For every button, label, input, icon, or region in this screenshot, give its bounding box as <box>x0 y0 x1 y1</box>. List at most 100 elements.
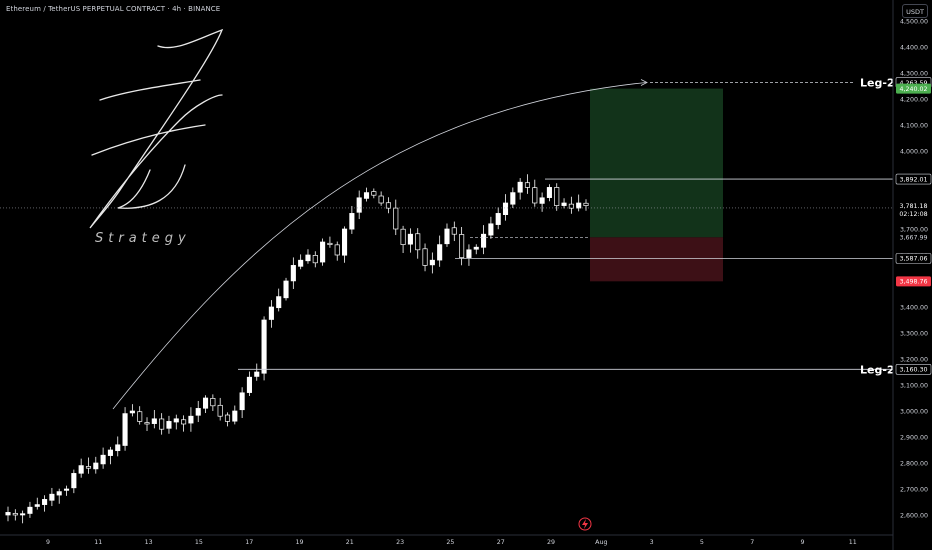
price-label-box-7 <box>896 276 931 287</box>
candle-body-62 <box>459 234 465 258</box>
candle-body-59 <box>437 244 443 261</box>
y-tick-label-14: 3,100.00 <box>900 383 928 390</box>
candle-body-49 <box>363 192 370 199</box>
currency-button[interactable]: USDT <box>902 4 928 18</box>
y-tick-label-3: 4,200.00 <box>900 97 928 104</box>
x-tick-label-14: 7 <box>750 539 754 546</box>
x-tick-label-8: 25 <box>446 539 454 546</box>
candle-body-5 <box>42 499 48 505</box>
candle-body-8 <box>63 488 70 491</box>
x-tick-label-6: 21 <box>346 539 354 546</box>
candle-body-22 <box>166 421 172 429</box>
y-tick-label-11: 3,400.00 <box>900 305 928 312</box>
y-tick-label-13: 3,200.00 <box>900 357 928 364</box>
candle-body-20 <box>151 418 157 424</box>
candle-body-24 <box>181 419 187 425</box>
candle-body-61 <box>451 227 457 235</box>
price-label-6: 3,587.06 <box>899 256 927 263</box>
candle-body-16 <box>122 413 128 446</box>
x-tick-label-12: 3 <box>650 539 654 546</box>
candle-body-25 <box>188 415 194 424</box>
price-label-box-8 <box>895 364 932 375</box>
annotations: Leg-2 Leg-2 <box>640 76 895 376</box>
candle-body-37 <box>276 296 282 309</box>
candle-body-26 <box>195 408 201 416</box>
candle-body-1 <box>12 513 18 516</box>
candle-body-44 <box>327 242 333 245</box>
x-tick-label-15: 9 <box>800 539 804 546</box>
price-label-4: 02:12:08 <box>899 211 927 218</box>
candle-body-27 <box>202 397 209 409</box>
x-tick-label-16: 11 <box>849 539 857 546</box>
x-tick-label-11: Aug <box>595 539 607 546</box>
candle-body-33 <box>246 376 252 393</box>
candle-body-77 <box>568 203 574 209</box>
price-label-box-1 <box>896 83 931 94</box>
candle-body-43 <box>320 241 326 263</box>
price-label-8: 3,160.30 <box>899 367 927 374</box>
lightning-icon[interactable] <box>578 517 592 531</box>
candle-body-73 <box>539 197 545 204</box>
y-tick-label-2: 4,300.00 <box>900 71 928 78</box>
y-tick-label-19: 2,600.00 <box>900 513 928 520</box>
loss-zone <box>590 237 723 282</box>
candle-body-41 <box>305 254 311 262</box>
position-zones <box>590 88 723 282</box>
candle-body-19 <box>144 422 150 425</box>
candle-body-32 <box>239 392 245 411</box>
price-label-5: 3,667.99 <box>899 235 927 242</box>
candle-body-3 <box>27 506 33 514</box>
candle-body-69 <box>510 192 516 205</box>
candle-body-14 <box>107 449 113 456</box>
candle-body-66 <box>488 223 494 236</box>
candle-body-10 <box>78 465 84 474</box>
candle-body-70 <box>517 181 523 193</box>
x-tick-label-9: 27 <box>497 539 505 546</box>
candle-body-30 <box>224 414 231 422</box>
candle-body-45 <box>334 244 340 256</box>
candle-body-75 <box>554 187 560 206</box>
candle-body-39 <box>290 265 296 282</box>
candle-body-65 <box>481 233 487 248</box>
candle-body-72 <box>532 187 538 204</box>
y-tick-label-1: 4,400.00 <box>900 45 928 52</box>
candle-body-79 <box>583 202 589 206</box>
y-tick-label-0: 4,500.00 <box>900 19 928 26</box>
price-label-2: 3,892.01 <box>899 176 927 183</box>
candle-body-35 <box>261 319 267 374</box>
horizontal-levels <box>0 82 893 370</box>
candle-body-58 <box>429 259 435 266</box>
candle-body-71 <box>524 182 531 188</box>
leg-label-0: Leg-2 <box>860 76 895 89</box>
x-tick-label-1: 11 <box>94 539 102 546</box>
y-tick-label-15: 3,000.00 <box>900 409 928 416</box>
candle-body-55 <box>407 233 413 245</box>
x-tick-label-2: 13 <box>145 539 153 546</box>
leg-label-1: Leg-2 <box>860 363 895 376</box>
price-label-box-2 <box>895 173 932 185</box>
candle-body-60 <box>444 228 450 245</box>
candle-body-31 <box>232 410 238 422</box>
candle-body-18 <box>137 411 143 422</box>
candle-body-12 <box>93 462 99 470</box>
candle-body-2 <box>20 513 26 516</box>
candle-body-50 <box>371 191 377 196</box>
price-label-box-3 <box>896 200 931 211</box>
candle-body-34 <box>254 371 260 377</box>
candle-body-46 <box>342 228 348 256</box>
y-tick-label-12: 3,300.00 <box>900 331 928 338</box>
candle-body-21 <box>159 418 165 430</box>
price-label-7: 3,498.76 <box>899 279 927 286</box>
y-tick-label-17: 2,800.00 <box>900 461 928 468</box>
price-label-3: 3,781.18 <box>899 203 927 210</box>
time-axis[interactable]: 9 11 13 15 17 19 21 23 25 27 29 Aug 3 5 7 9 11 <box>0 534 893 546</box>
candle-body-9 <box>71 473 77 489</box>
strategy-logo: Strategy <box>89 28 224 246</box>
price-label-1: 4,240.02 <box>899 86 927 93</box>
x-tick-label-4: 17 <box>245 539 253 546</box>
candle-body-29 <box>217 404 223 417</box>
candle-body-54 <box>400 228 406 245</box>
price-label-box-5 <box>896 232 931 243</box>
candle-body-48 <box>356 197 362 213</box>
